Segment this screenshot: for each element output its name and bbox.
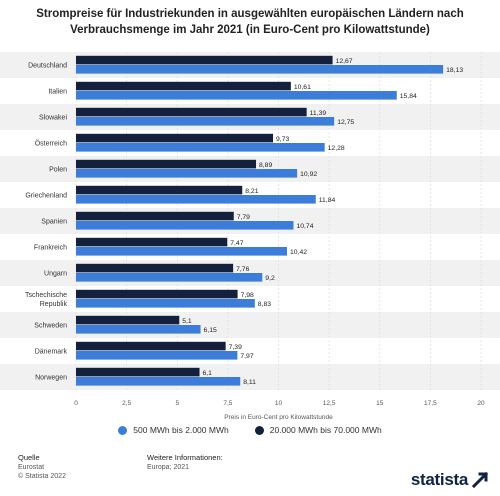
category-label: Schweden bbox=[34, 323, 67, 330]
bar bbox=[76, 169, 298, 178]
source-eurostat[interactable]: Eurostat bbox=[18, 463, 45, 471]
bar bbox=[76, 341, 226, 351]
category-label: Republik bbox=[40, 301, 68, 308]
x-tick-label: 7,5 bbox=[223, 400, 232, 407]
legend-marker-20000-70000 bbox=[254, 425, 264, 435]
bar bbox=[76, 55, 333, 65]
bar bbox=[76, 185, 243, 195]
bar bbox=[76, 159, 257, 169]
bar-value-label: 15,84 bbox=[400, 93, 417, 100]
category-label: Tschechische bbox=[25, 292, 67, 299]
legend-item-20000-70000[interactable]: 20.000 MWh bis 70.000 MWh bbox=[254, 425, 382, 435]
bar-value-label: 9,2 bbox=[265, 275, 275, 282]
x-tick-label: 10 bbox=[275, 400, 283, 407]
bar bbox=[76, 65, 444, 74]
bar-value-label: 7,98 bbox=[241, 292, 254, 299]
bar-value-label: 6,15 bbox=[204, 327, 217, 334]
bar-value-label: 7,79 bbox=[237, 214, 250, 221]
category-label: Dänemark bbox=[35, 349, 68, 356]
bar bbox=[76, 351, 238, 360]
bar-value-label: 9,73 bbox=[276, 136, 289, 143]
category-label: Slowakei bbox=[39, 115, 67, 122]
source-heading: Quelle bbox=[18, 453, 40, 462]
legend-label-500-2000: 500 MWh bis 2.000 MWh bbox=[133, 425, 229, 435]
x-tick-label: 0 bbox=[74, 400, 78, 407]
bar bbox=[76, 299, 255, 308]
bar-value-label: 11,84 bbox=[319, 197, 336, 204]
x-axis-title: Preis in Euro-Cent pro Kilowattstunde bbox=[224, 414, 333, 420]
bar-value-label: 10,74 bbox=[296, 223, 313, 230]
statista-logo[interactable]: statista bbox=[411, 470, 488, 490]
row-band bbox=[0, 312, 500, 338]
x-tick-label: 20 bbox=[477, 400, 485, 407]
bar bbox=[76, 263, 234, 273]
x-tick-label: 15 bbox=[376, 400, 384, 407]
bar-value-label: 5,1 bbox=[182, 318, 192, 325]
category-label: Deutschland bbox=[28, 63, 67, 70]
category-label: Österreich bbox=[35, 140, 67, 148]
bar-chart: 0 2,5 5 7,5 10 12,5 15 17,5 20 Preis in Euro-Cent… bbox=[0, 52, 500, 420]
bar-value-label: 12,75 bbox=[337, 119, 354, 126]
legend-label-20000-70000: 20.000 MWh bis 70.000 MWh bbox=[269, 425, 382, 435]
category-label: Ungarn bbox=[44, 271, 67, 278]
bar bbox=[76, 117, 335, 126]
bar bbox=[76, 273, 263, 282]
bar-value-label: 7,97 bbox=[240, 353, 253, 360]
bar-value-label: 7,76 bbox=[236, 266, 249, 273]
bar-value-label: 8,21 bbox=[245, 188, 258, 195]
bar bbox=[76, 143, 325, 152]
legend-item-500-2000[interactable]: 500 MWh bis 2.000 MWh bbox=[118, 425, 229, 435]
category-label: Spanien bbox=[41, 219, 67, 226]
bar bbox=[76, 221, 294, 230]
category-label: Polen bbox=[49, 167, 67, 174]
bar bbox=[76, 325, 201, 334]
bar bbox=[76, 91, 397, 100]
chart-title-line-2: Verbrauchsmenge im Jahr 2021 (in Euro-Ce… bbox=[70, 24, 430, 36]
chart-title-line-1: Strompreise für Industriekunden in ausge… bbox=[36, 8, 464, 20]
x-tick-label: 2,5 bbox=[122, 400, 131, 407]
bar bbox=[76, 133, 274, 143]
info-text: Europa; 2021 bbox=[147, 463, 190, 471]
bar-value-label: 18,13 bbox=[446, 67, 463, 74]
category-label: Frankreich bbox=[34, 245, 67, 252]
statista-wordmark: statista bbox=[410, 470, 468, 489]
chart-title: Strompreise für Industriekunden in ausge… bbox=[0, 6, 500, 38]
bar bbox=[76, 195, 316, 204]
source-block: Quelle Eurostat © Statista 2022 bbox=[18, 453, 66, 482]
bar-value-label: 11,39 bbox=[310, 110, 327, 117]
bar bbox=[76, 237, 228, 247]
bar-value-label: 10,42 bbox=[290, 249, 307, 256]
bar-value-label: 7,39 bbox=[229, 344, 242, 351]
bar-value-label: 10,61 bbox=[294, 84, 311, 91]
info-heading: Weitere Informationen: bbox=[147, 453, 223, 462]
bar bbox=[76, 289, 238, 299]
bar bbox=[76, 367, 200, 377]
category-label: Griechenland bbox=[25, 193, 67, 200]
bar-value-label: 12,28 bbox=[328, 145, 345, 152]
category-label: Norwegen bbox=[35, 375, 67, 382]
x-tick-label: 17,5 bbox=[424, 400, 437, 407]
copyright-text: © Statista 2022 bbox=[18, 473, 66, 480]
info-block: Weitere Informationen: Europa; 2021 bbox=[147, 453, 223, 472]
bar bbox=[76, 81, 291, 91]
bar bbox=[76, 107, 307, 117]
bar-value-label: 8,11 bbox=[243, 379, 256, 386]
bar bbox=[76, 211, 234, 221]
bar bbox=[76, 377, 241, 386]
legend-marker-500-2000 bbox=[118, 425, 128, 435]
statista-logo-icon bbox=[472, 472, 488, 488]
bar-value-label: 12,67 bbox=[336, 58, 353, 65]
bar-value-label: 8,83 bbox=[258, 301, 271, 308]
bar-value-label: 7,47 bbox=[230, 240, 243, 247]
bar-value-label: 6,1 bbox=[203, 370, 213, 377]
category-label: Italien bbox=[48, 89, 67, 96]
bar bbox=[76, 315, 180, 325]
chart-legend: 500 MWh bis 2.000 MWh 20.000 MWh bis 70.… bbox=[0, 425, 500, 435]
x-tick-label: 12,5 bbox=[323, 400, 336, 407]
bar-value-label: 10,92 bbox=[300, 171, 317, 178]
bar-value-label: 8,89 bbox=[259, 162, 272, 169]
bar bbox=[76, 247, 288, 256]
x-tick-label: 5 bbox=[175, 400, 179, 407]
